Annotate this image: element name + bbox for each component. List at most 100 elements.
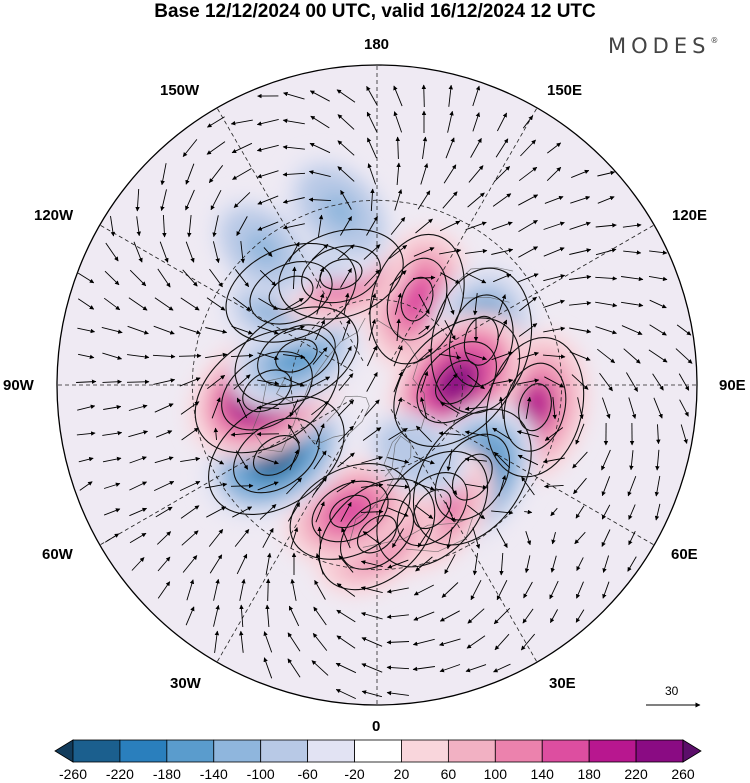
wind-arrow [601,529,611,547]
wind-arrow [442,191,458,209]
wind-arrow [466,635,486,649]
wind-arrow [128,430,149,438]
wind-arrow [230,483,254,489]
wind-arrow [493,607,511,625]
wind-arrow [412,666,435,672]
lon-label-30w: 30W [170,675,201,692]
wind-arrow [622,223,642,228]
wind-arrow [574,531,586,545]
lon-label-150w: 150W [160,82,200,99]
wind-arrow [206,141,226,155]
wind-arrow [361,690,383,698]
wind-arrow [597,348,616,364]
wind-arrow [178,353,202,359]
modes-logo: MODES® [608,34,718,58]
contour [225,242,357,343]
wind-arrow [265,578,271,602]
wind-arrow [337,166,355,182]
wind-arrow [472,553,479,576]
wind-arrow [518,323,538,337]
wind-arrow [287,658,301,678]
wind-arrow [491,510,514,515]
wind-arrow [597,170,616,177]
wind-arrow [341,527,351,549]
wind-arrow [179,377,201,387]
wind-arrow [211,397,221,419]
wind-arrow [417,190,431,210]
wind-arrow [212,215,219,238]
wind-arrow [572,451,588,469]
wind-arrow [103,297,121,311]
wind-arrow [206,297,226,311]
wind-arrow [336,583,356,597]
wind-arrow [570,195,591,204]
wind-arrow [678,373,690,391]
wind-arrow [386,640,410,645]
colorbar-tick-label: 260 [671,766,695,782]
wind-arrow [394,189,403,211]
wind-arrow [414,505,434,519]
wind-arrow [234,529,250,547]
wind-arrow [496,579,508,601]
wind-arrow [205,327,228,334]
wind-arrow [413,481,435,491]
wind-arrow [496,528,508,548]
wind-arrow [360,611,383,620]
wind-arrow [290,527,299,549]
wind-arrow [676,324,692,336]
wind-arrow [257,195,279,205]
wind-arrows [76,84,693,700]
lon-label-0: 0 [372,718,381,735]
wind-arrow [569,351,591,361]
wind-arrow [498,475,507,497]
wind-arrow [473,293,478,316]
anomaly-blob [434,359,479,405]
wind-arrow [233,192,251,208]
wind-arrow [543,247,565,257]
wind-arrow [439,248,462,255]
wind-arrow [76,379,97,384]
wind-arrow [441,582,459,598]
wind-arrow [126,379,150,385]
wind-arrow [525,531,532,546]
wind-arrow [154,480,175,492]
wind-arrow [235,450,249,470]
contour [252,435,300,476]
wind-arrow [420,371,429,393]
wind-arrow [626,372,638,392]
colorbar-segment [494,739,543,763]
wind-arrow [467,374,485,390]
wind-arrow [494,633,510,651]
wind-arrow [520,139,536,157]
wind-arrow [386,665,410,670]
wind-arrow [361,455,384,464]
wind-arrow [157,556,171,572]
wind-arrow [282,197,305,204]
wind-arrow [393,85,403,107]
wind-arrow [153,325,175,335]
wind-arrow [290,578,297,601]
contour [518,383,552,432]
wind-arrow [206,506,227,518]
contour-lines [194,228,585,591]
wind-arrow [422,136,428,159]
wind-arrow [129,507,148,517]
wind-arrow [621,276,644,282]
wind-arrow [103,404,122,410]
wind-arrow [552,397,557,420]
wind-arrow [387,457,410,464]
wind-arrow [240,241,245,264]
wind-arrow [601,504,611,520]
wind-arrow [208,529,224,547]
wind-arrow [595,301,618,308]
anomaly-blob [329,494,372,529]
wind-arrow [629,450,634,471]
wind-arrow [209,268,223,288]
colorbar-segment [119,739,168,763]
wind-arrow [205,352,228,359]
wind-arrow [465,248,488,254]
colorbar-tick-label: -100 [246,766,275,782]
wind-arrow [236,216,248,236]
wind-arrow [413,584,435,596]
wind-arrow [493,166,511,182]
